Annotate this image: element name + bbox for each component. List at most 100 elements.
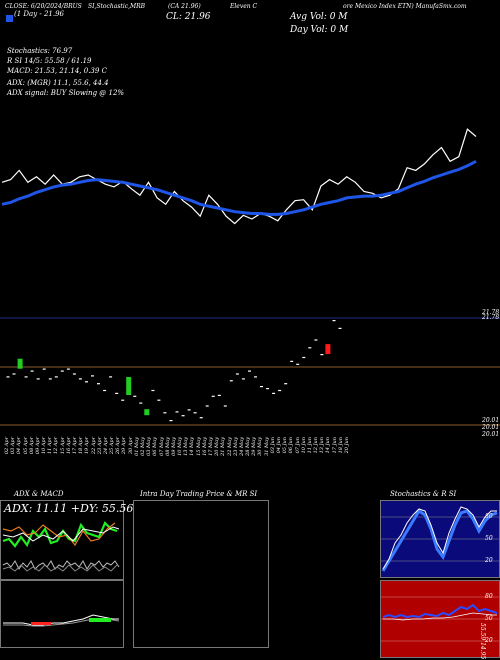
- price-axis-top-label: 21.78: [482, 309, 500, 316]
- candle-mark: [97, 383, 100, 385]
- date-tick-label: 15 Apr: [59, 437, 66, 455]
- candle-mark: [133, 395, 137, 397]
- candle-mark: [139, 402, 143, 404]
- date-tick-label: 04 Apr: [16, 437, 23, 455]
- candle-mark: [266, 388, 270, 390]
- date-tick-label: 07 Jun: [294, 437, 301, 454]
- candle-mark: [181, 415, 185, 417]
- candle-mark: [314, 339, 318, 341]
- date-tick-label: 07 May: [158, 437, 165, 456]
- adx-lines: [2, 521, 120, 572]
- candle-mark: [296, 363, 300, 365]
- adx-readout: ADX: (MGR) 11.1, 55.6, 44.4: [7, 79, 109, 87]
- date-tick-label: 08 Apr: [28, 437, 35, 455]
- macd-panel: [0, 580, 124, 648]
- candle-mark: [205, 405, 209, 407]
- date-tick-label: 06 Jun: [288, 437, 295, 454]
- candle-mark: [109, 376, 113, 378]
- candle-mark: [187, 409, 191, 411]
- candle-mark: [66, 368, 70, 370]
- candle-mark: [254, 376, 257, 378]
- macd-readout: MACD: 21.53, 21.14, 0.39 C: [7, 67, 107, 75]
- candle-mark: [338, 327, 342, 329]
- intraday-title: Intra Day Trading Price & MR SI: [140, 490, 258, 498]
- candle-chart: [0, 317, 500, 426]
- price-axis-bottom-label-1: 20.01: [482, 417, 500, 424]
- candle-mark: [163, 412, 167, 414]
- candle-mark: [290, 360, 294, 362]
- candle-body: [325, 344, 331, 355]
- candle-mark: [85, 381, 88, 383]
- ema-line: [1, 159, 477, 216]
- candle-mark: [332, 320, 336, 322]
- candle-mark: [241, 378, 245, 380]
- rsi-tick-50: 50: [485, 615, 493, 622]
- candle-mark: [248, 370, 251, 372]
- stoch-tick-80: 80: [485, 513, 493, 520]
- macd-lines: [3, 614, 120, 627]
- date-tick-label: 24 May: [238, 437, 245, 456]
- date-tick-label: 17 Jun: [331, 437, 338, 454]
- candle-mark: [211, 395, 215, 397]
- candle-mark: [320, 354, 324, 356]
- candle-mark: [6, 376, 10, 378]
- date-tick-label: 23 May: [232, 437, 239, 456]
- price-axis-bottom-label-2: 20.01: [482, 424, 500, 431]
- header-ticker-line: CLOSE: 6/20/2024/BRUS: [5, 3, 82, 10]
- candle-mark: [103, 389, 107, 392]
- stoch-tick-50: 50: [485, 535, 493, 542]
- candle-mark: [223, 405, 227, 407]
- price-chart: [1, 128, 477, 225]
- candle-mark: [302, 356, 306, 359]
- date-tick-label: 11 Jun: [306, 437, 313, 454]
- date-tick-label: 14 Jun: [325, 437, 332, 454]
- header-indicator-line: SI,Stochastic,MRB: [88, 3, 146, 10]
- date-tick-label: 31 May: [263, 437, 270, 456]
- candle-mark: [72, 373, 76, 375]
- avg-volume-label: Avg Vol: 0 M: [290, 12, 348, 22]
- date-tick-label: 01 May: [133, 437, 140, 456]
- candle-mark: [91, 375, 94, 377]
- stoch-tick-20: 20: [485, 557, 493, 564]
- rsi-lines: [381, 596, 499, 642]
- candle-mark: [42, 368, 46, 370]
- stochastics-lines: [381, 506, 499, 572]
- candle-mark: [78, 378, 82, 380]
- date-tick-label: 03 Jun: [269, 437, 276, 454]
- date-tick-label: 16 May: [201, 437, 208, 456]
- date-tick-label: 19 Apr: [84, 437, 91, 455]
- candle-body: [126, 377, 132, 395]
- candle-mark: [48, 378, 52, 380]
- stochastics-rsi-title: Stochastics & R SI: [390, 490, 457, 498]
- candle-mark: [157, 399, 161, 401]
- intraday-panel: [133, 500, 269, 648]
- day-volume-label: Day Vol: 0 M: [290, 25, 349, 35]
- date-tick-label: 10 Jun: [300, 437, 307, 454]
- candle-mark: [30, 370, 34, 372]
- date-tick-label: 15 May: [195, 437, 202, 456]
- candle-mark: [308, 347, 312, 349]
- date-tick-label: 29 Apr: [121, 437, 128, 455]
- header-day-line: (1 Day - 21.96: [14, 10, 65, 18]
- date-tick-label: 06 May: [152, 437, 159, 456]
- candle-mark: [54, 376, 58, 378]
- candle-mark: [278, 389, 282, 392]
- candle-mark: [175, 411, 179, 413]
- candle-mark: [151, 389, 155, 392]
- candle-mark: [36, 378, 40, 380]
- candle-mark: [217, 394, 221, 396]
- date-tick-label: 22 Apr: [90, 437, 97, 455]
- date-tick-label: 21 May: [220, 437, 227, 456]
- candle-body: [144, 409, 150, 416]
- candle-mark: [235, 373, 239, 375]
- stochastics-readout: Stochastics: 76.97: [7, 47, 73, 55]
- candle-mark: [115, 392, 119, 394]
- price-line: [1, 128, 477, 225]
- date-tick-label: 22 May: [226, 437, 233, 456]
- candle-mark: [24, 376, 28, 378]
- ema-legend-label: CL: 21.96: [166, 12, 211, 22]
- stochastics-panel: 80 50 20: [380, 500, 500, 578]
- candle-mark: [60, 370, 64, 372]
- date-tick-label: 16 Apr: [65, 437, 72, 455]
- candle-mark: [272, 392, 276, 394]
